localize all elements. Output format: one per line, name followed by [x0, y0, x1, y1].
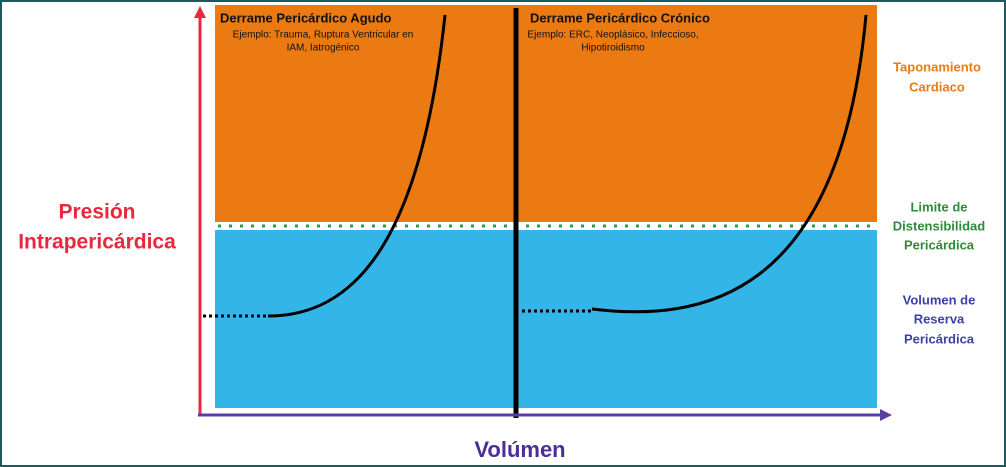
x-axis-arrow	[880, 409, 892, 421]
panel-example: Ejemplo: ERC, Neoplásico, Infeccioso,	[527, 30, 698, 41]
zone-label: Taponamiento	[893, 59, 981, 74]
reserve-zone	[215, 230, 877, 408]
y-axis-label: Intrapericárdica	[18, 231, 176, 254]
zone-label: Cardiaco	[909, 79, 965, 94]
acute-curve	[267, 14, 447, 318]
x-axis-label: Volúmen	[474, 437, 565, 462]
chronic-curve	[591, 14, 868, 314]
y-axis-arrow	[194, 6, 206, 18]
zone-label: Pericárdica	[904, 331, 975, 346]
panel-title: Derrame Pericárdico Crónico	[530, 10, 710, 25]
zone-label: Volumen de	[903, 292, 976, 307]
zone-label: Reserva	[914, 311, 965, 326]
panel-example: IAM, Iatrogénico	[287, 43, 360, 54]
y-axis-label: Presión	[58, 201, 135, 224]
panel-example: Hipotiroidismo	[581, 43, 645, 54]
zone-label: Distensibilidad	[893, 218, 986, 233]
panel-title: Derrame Pericárdico Agudo	[220, 10, 392, 25]
panel-example: Ejemplo: Trauma, Ruptura Ventricular en	[233, 30, 414, 41]
zone-label: Limite de	[910, 199, 967, 214]
zone-label: Pericárdica	[904, 237, 975, 252]
tamponade-zone	[215, 5, 877, 222]
